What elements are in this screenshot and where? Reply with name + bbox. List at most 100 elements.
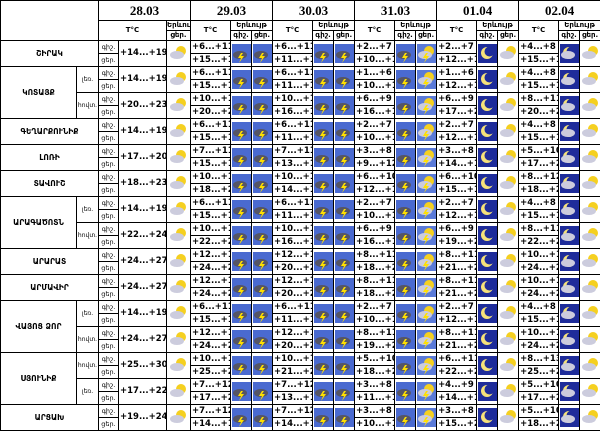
day-header: ցեր. [497, 30, 520, 41]
weather-icon [477, 226, 497, 245]
weather-icon [169, 304, 188, 323]
day-temp: +21...+24 [272, 365, 314, 379]
night-icon [394, 40, 417, 67]
night-temp: +4...+8 [518, 196, 560, 210]
night-label: գիշ. [98, 274, 119, 288]
day-label: ցեր. [98, 209, 119, 223]
day-temp: +15...+19 [436, 183, 478, 197]
today-icon [165, 40, 192, 67]
weather-icon [477, 408, 497, 427]
day-icon [415, 378, 438, 405]
day-temp: +15...+20 [436, 417, 478, 431]
today-icon [165, 300, 192, 327]
weather-icon [580, 226, 600, 245]
day-temp: +14...+19 [190, 417, 232, 431]
night-icon [312, 326, 335, 353]
day-temp: +24...+27 [518, 261, 560, 275]
weather-icon [498, 226, 518, 245]
day-label: ցեր. [98, 287, 119, 301]
day-label: ցեր. [98, 157, 119, 171]
weather-icon [559, 278, 579, 297]
weather-icon [231, 382, 251, 401]
today-icon [165, 404, 192, 431]
day-temp: +10...+13 [354, 313, 396, 327]
night-icon [558, 170, 581, 197]
weather-icon [559, 122, 579, 141]
night-temp: +2...+7 [436, 196, 478, 210]
weather-icon [416, 44, 436, 63]
night-header: գիշ. [312, 30, 335, 41]
weather-icon [559, 408, 579, 427]
day-temp: +12...+15 [436, 209, 478, 223]
day-temp: +11...+14 [272, 53, 314, 67]
table-row: ՎԱՅՈՑ ՁՈՐ լեռ. գիշ. +14...+19 +6...+11 +6...+… [0, 300, 600, 353]
weather-icon [334, 382, 354, 401]
day-icon [579, 170, 600, 197]
table-row: ԼՈՌԻ գիշ. +17...+20 +7...+11 +7...+11 +3...+8… [0, 144, 600, 171]
night-label: գիշ. [98, 144, 119, 158]
day-label: ցեր. [98, 53, 119, 67]
weather-icon [169, 356, 188, 375]
day-icon [415, 170, 438, 197]
day-icon [497, 326, 520, 353]
weather-icon [313, 122, 333, 141]
night-icon [394, 300, 417, 327]
day-temp: +11...+14 [272, 313, 314, 327]
day-temp: +17...+20 [436, 105, 478, 119]
phenomenon-header: Երևույթ [230, 20, 274, 31]
phenomenon-header: Երևույթ [558, 20, 600, 31]
night-temp: +8...+11 [436, 274, 478, 288]
night-label: գիշ. [98, 326, 119, 340]
weather-icon [334, 278, 354, 297]
weather-icon [498, 304, 518, 323]
weather-icon [313, 304, 333, 323]
night-icon [558, 40, 581, 67]
today-icon [165, 274, 192, 301]
table-row: ԱՐՑԱԽ գիշ. +19...+24 +7...+12 +7...+12 +3...+… [0, 404, 600, 431]
night-icon [230, 300, 253, 327]
weather-icon [334, 304, 354, 323]
weather-icon [395, 278, 415, 297]
weather-icon [416, 70, 436, 89]
weather-icon [580, 278, 600, 297]
night-temp: +2...+7 [354, 118, 396, 132]
night-temp: +12...+15 [272, 274, 314, 288]
day-temp: +14...+19 [436, 391, 478, 405]
night-icon [558, 92, 581, 119]
night-icon [476, 66, 499, 93]
weather-icon [169, 330, 188, 349]
weather-icon [559, 70, 579, 89]
day-icon [579, 118, 600, 145]
day-temp: +15...+18 [190, 209, 232, 223]
table-row: ՇԻՐԱԿ գիշ. +14...+19 +6...+11 +6...+11 +2...+… [0, 40, 600, 67]
day-temp: +20...+23 [518, 105, 560, 119]
table-row: ցեր. +24...+27 +20...+23 +19...+22 +21...+24… [1, 339, 600, 353]
day-label: ցեր. [98, 105, 119, 119]
weather-icon [559, 304, 579, 323]
weather-icon [169, 226, 188, 245]
table-row: ցեր. +15...+18 +11...+14 +10...+13 +12...+15… [1, 53, 600, 67]
day-temp: +22...+25 [436, 365, 478, 379]
night-temp: +7...+12 [272, 404, 314, 418]
today-temp: +24...+27 [118, 326, 167, 353]
weather-icon [395, 148, 415, 167]
day-icon [497, 144, 520, 171]
night-temp: +10...+13 [190, 92, 232, 106]
weather-icon [416, 356, 436, 375]
weather-icon [580, 122, 600, 141]
table-row: ցեր. +15...+18 +11...+14 +10...+13 +12...+15… [1, 131, 600, 145]
night-icon [312, 40, 335, 67]
table-row: 28.03 29.03 30.03 31.03 01.04 02.04 [0, 0, 600, 41]
night-label: գիշ. [98, 66, 119, 80]
night-temp: +6...+11 [190, 300, 232, 314]
weather-icon [313, 226, 333, 245]
weather-icon [416, 304, 436, 323]
day-temp: +15...+18 [518, 79, 560, 93]
night-icon [230, 118, 253, 145]
weather-icon [395, 96, 415, 115]
zone-name: լեռ. [76, 66, 99, 93]
today-temp: +14...+19 [118, 196, 167, 223]
weather-icon [252, 304, 272, 323]
today-icon [165, 66, 192, 93]
